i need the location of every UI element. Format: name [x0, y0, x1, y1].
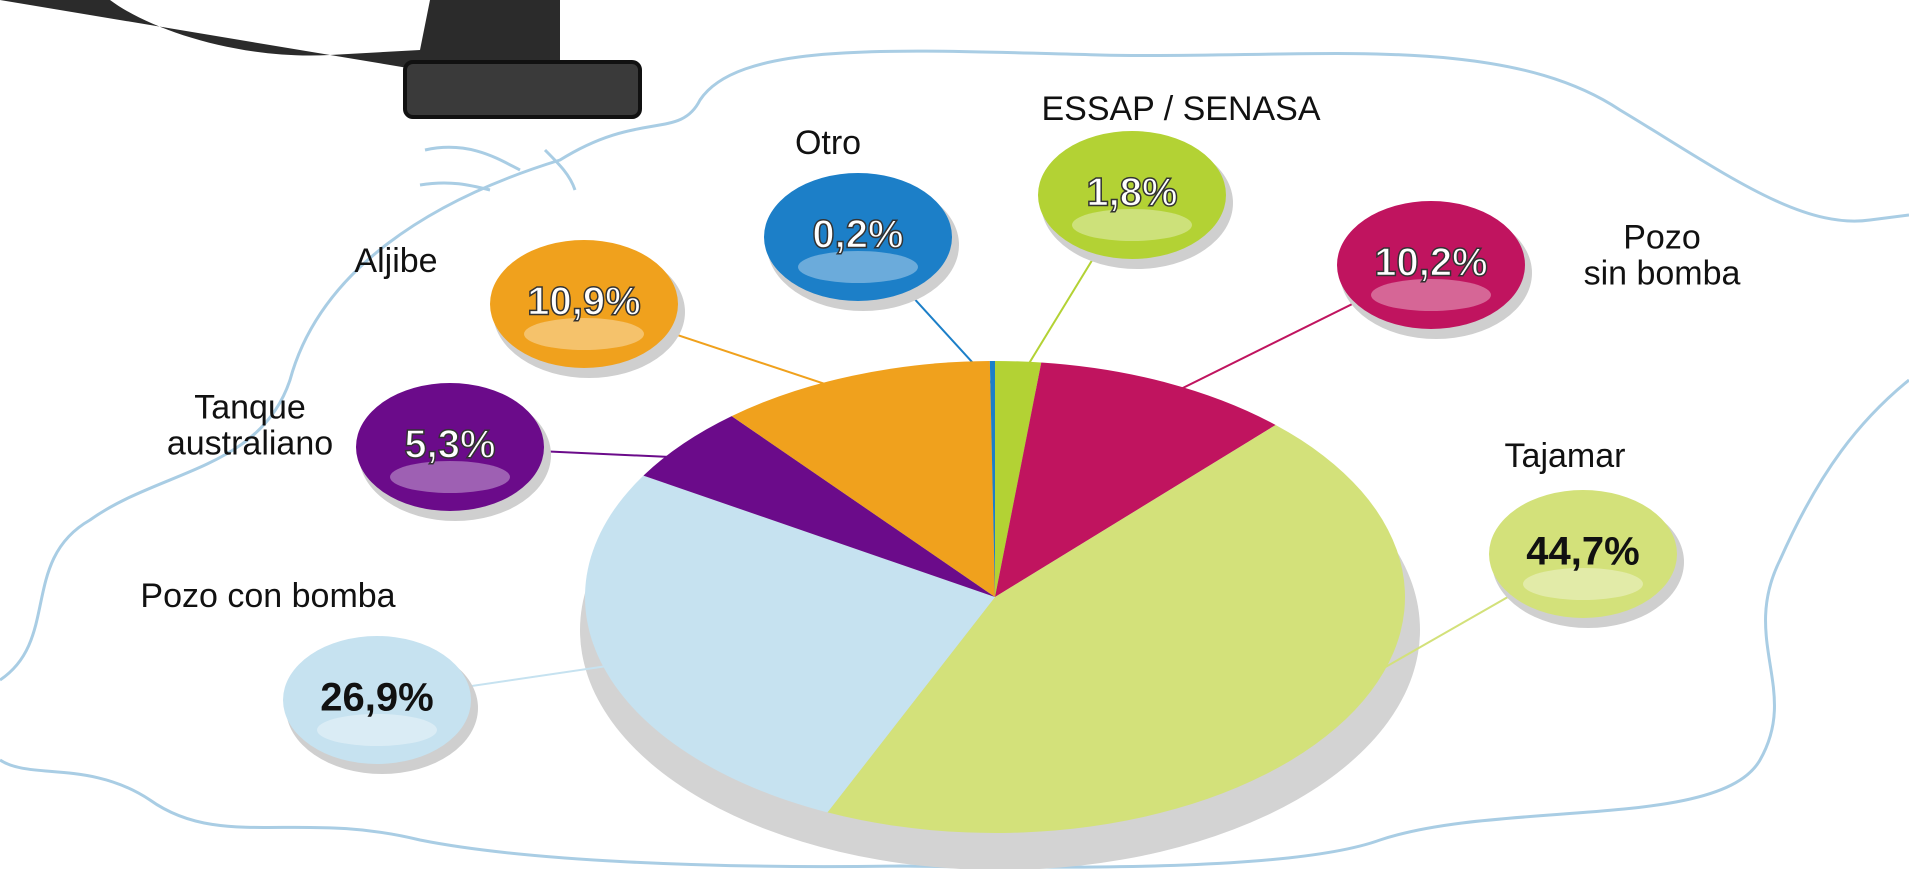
bubble-shine [524, 318, 644, 350]
bubble [1038, 131, 1226, 259]
pie-slice [995, 362, 1276, 597]
category-label: Aljibe [354, 242, 438, 281]
category-label: Pozo sin bomba [1583, 218, 1741, 292]
bubble-shine [1371, 279, 1491, 311]
bubble-shine [390, 461, 510, 493]
bubble-shine [1523, 568, 1643, 600]
bubble-shine [317, 714, 437, 746]
bubble [1489, 490, 1677, 618]
pie-slice [989, 361, 995, 597]
value-label: 44,7% [1526, 530, 1639, 574]
pie-slice [827, 424, 1405, 833]
category-label: Tajamar [1504, 437, 1626, 476]
category-label: Otro [794, 124, 862, 163]
puddle-outline [0, 49, 1909, 869]
value-label: 10,9% [527, 280, 640, 324]
bubble [283, 636, 471, 764]
category-label: ESSAP / SENASA [1041, 90, 1321, 129]
pie-slice [731, 361, 995, 597]
value-label: 26,9% [320, 676, 433, 720]
value-label: 5,3% [404, 423, 495, 467]
value-label: 1,8% [1086, 171, 1177, 215]
bubble [1337, 201, 1525, 329]
bubble [490, 240, 678, 368]
bubble [356, 383, 544, 511]
value-label: 10,2% [1374, 241, 1487, 285]
category-label: Pozo con bomba [140, 577, 396, 616]
bubble-shine [798, 251, 918, 283]
value-label: 0,2% [812, 213, 903, 257]
pie-slice [643, 416, 995, 597]
pie-slice [995, 361, 1042, 597]
faucet [0, 0, 642, 192]
bubble [764, 173, 952, 301]
bubble-shine [1072, 209, 1192, 241]
category-label: Tanque australiano [166, 388, 334, 462]
pie-slice [585, 475, 995, 813]
